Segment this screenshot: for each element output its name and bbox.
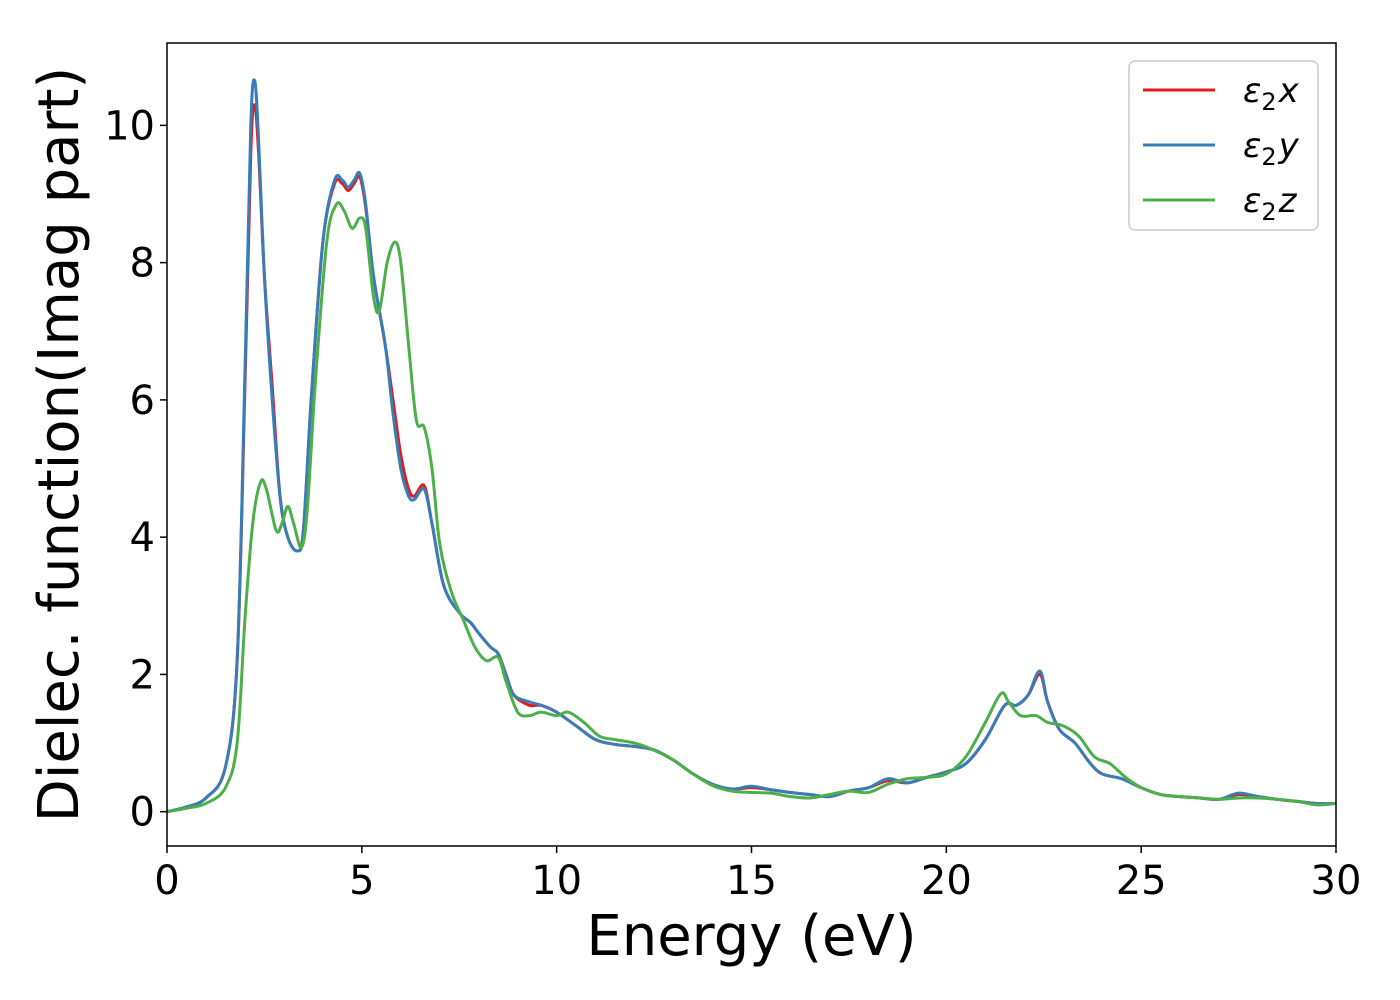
x-tick-label: 5	[349, 858, 374, 904]
y-axis-title: Dielec. function(Imag part)	[27, 67, 92, 823]
x-tick-label: 0	[154, 858, 179, 904]
axes: 0 5 10 15 20 25 30 0 2 4 6 8 10	[104, 42, 1362, 904]
x-tick-label: 20	[921, 858, 972, 904]
plot-area	[167, 78, 1336, 814]
y-tick-label: 8	[130, 241, 155, 287]
legend-label-z: ε2z	[1243, 181, 1298, 226]
x-tick-label: 15	[726, 858, 777, 904]
y-tick-label: 0	[130, 790, 155, 836]
y-tick-label: 4	[130, 515, 155, 561]
series-line-y	[167, 78, 1336, 814]
series-line-z	[167, 201, 1336, 814]
y-tick-label: 2	[130, 652, 155, 698]
legend-label-y: ε2y	[1243, 126, 1300, 171]
legend: ε2x ε2y ε2z	[1128, 60, 1319, 231]
legend-label-x: ε2x	[1243, 71, 1300, 116]
x-tick-label: 25	[1116, 858, 1167, 904]
y-tick-label: 10	[104, 103, 155, 149]
legend-box	[1128, 60, 1319, 231]
x-tick-label: 30	[1311, 858, 1362, 904]
x-tick-label: 10	[531, 858, 582, 904]
x-axis-title: Energy (eV)	[586, 904, 916, 969]
y-tick-label: 6	[130, 378, 155, 424]
